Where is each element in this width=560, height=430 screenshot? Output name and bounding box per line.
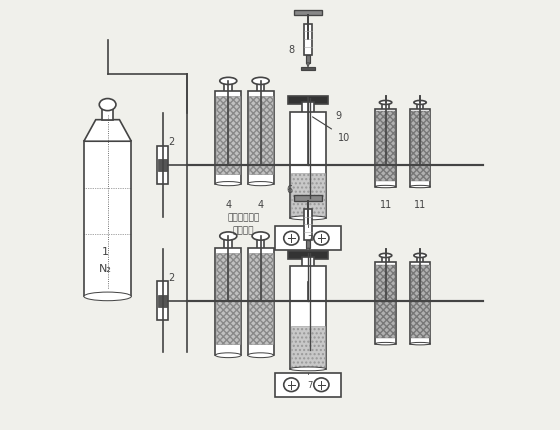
Bar bbox=[306, 240, 310, 249]
Bar bbox=[84, 142, 131, 297]
Ellipse shape bbox=[248, 353, 273, 358]
Bar bbox=[225, 82, 232, 94]
Bar bbox=[301, 253, 315, 255]
Bar bbox=[216, 248, 241, 356]
Text: 2: 2 bbox=[168, 137, 174, 147]
Ellipse shape bbox=[99, 99, 116, 111]
Bar bbox=[294, 196, 322, 201]
Ellipse shape bbox=[410, 186, 431, 188]
Bar bbox=[288, 97, 328, 104]
Ellipse shape bbox=[220, 232, 237, 241]
Bar bbox=[304, 209, 312, 240]
Bar bbox=[376, 112, 395, 182]
Bar bbox=[158, 160, 167, 172]
Text: 高纯水）: 高纯水） bbox=[232, 226, 254, 234]
Text: 洗气瓶（内装: 洗气瓶（内装 bbox=[227, 213, 259, 221]
Polygon shape bbox=[306, 249, 310, 253]
Text: 1: 1 bbox=[102, 246, 109, 257]
Ellipse shape bbox=[410, 343, 431, 345]
Bar bbox=[274, 373, 342, 397]
Ellipse shape bbox=[375, 343, 396, 345]
Bar bbox=[410, 265, 430, 338]
Ellipse shape bbox=[216, 182, 241, 186]
Bar bbox=[102, 105, 113, 120]
Ellipse shape bbox=[216, 353, 241, 358]
Bar bbox=[382, 256, 389, 264]
Bar bbox=[216, 96, 240, 175]
Ellipse shape bbox=[290, 216, 326, 220]
Ellipse shape bbox=[314, 232, 329, 246]
Ellipse shape bbox=[375, 186, 396, 188]
Text: N₂: N₂ bbox=[99, 264, 112, 274]
Bar bbox=[274, 227, 342, 251]
Text: 2: 2 bbox=[168, 272, 174, 283]
Text: 7: 7 bbox=[307, 381, 313, 389]
Bar bbox=[306, 55, 310, 64]
Bar bbox=[417, 103, 423, 111]
Bar bbox=[417, 256, 423, 264]
Text: 8: 8 bbox=[288, 44, 295, 55]
Bar bbox=[375, 110, 396, 187]
Ellipse shape bbox=[414, 254, 426, 258]
Ellipse shape bbox=[220, 78, 237, 85]
Ellipse shape bbox=[284, 232, 299, 246]
Text: 7: 7 bbox=[307, 234, 313, 243]
Ellipse shape bbox=[414, 101, 426, 105]
Bar bbox=[225, 237, 232, 250]
Ellipse shape bbox=[290, 367, 326, 371]
Bar bbox=[375, 262, 396, 344]
Ellipse shape bbox=[252, 232, 269, 241]
Text: 11: 11 bbox=[414, 199, 426, 209]
Bar bbox=[249, 96, 273, 175]
Text: 4: 4 bbox=[225, 199, 231, 209]
Bar bbox=[304, 25, 312, 55]
Ellipse shape bbox=[379, 254, 392, 258]
Bar bbox=[256, 82, 264, 94]
Bar bbox=[410, 112, 430, 182]
Bar bbox=[290, 112, 326, 218]
Bar bbox=[288, 252, 328, 259]
Text: 10: 10 bbox=[338, 132, 350, 143]
Bar bbox=[376, 265, 395, 338]
Bar bbox=[291, 174, 325, 218]
Bar bbox=[248, 248, 273, 356]
Bar bbox=[256, 237, 264, 250]
Polygon shape bbox=[84, 120, 131, 142]
Bar bbox=[382, 103, 389, 111]
Bar bbox=[291, 326, 325, 369]
Bar bbox=[216, 92, 241, 184]
Bar bbox=[249, 254, 273, 345]
Text: 4: 4 bbox=[258, 199, 264, 209]
Bar bbox=[294, 11, 322, 16]
Bar bbox=[158, 295, 167, 307]
Text: 11: 11 bbox=[380, 199, 391, 209]
Bar bbox=[302, 258, 314, 268]
Ellipse shape bbox=[252, 78, 269, 85]
Bar bbox=[301, 68, 315, 71]
Bar bbox=[302, 103, 314, 114]
Polygon shape bbox=[306, 64, 310, 68]
Text: 6: 6 bbox=[287, 184, 293, 194]
Text: 9: 9 bbox=[335, 111, 341, 121]
Bar bbox=[216, 254, 240, 345]
Bar bbox=[157, 146, 168, 185]
Ellipse shape bbox=[379, 101, 392, 105]
Bar bbox=[157, 282, 168, 320]
Ellipse shape bbox=[314, 378, 329, 392]
Bar bbox=[248, 92, 273, 184]
Ellipse shape bbox=[284, 378, 299, 392]
Ellipse shape bbox=[248, 182, 273, 186]
Bar bbox=[410, 262, 431, 344]
Bar bbox=[290, 267, 326, 369]
Bar bbox=[410, 110, 431, 187]
Ellipse shape bbox=[84, 292, 131, 301]
